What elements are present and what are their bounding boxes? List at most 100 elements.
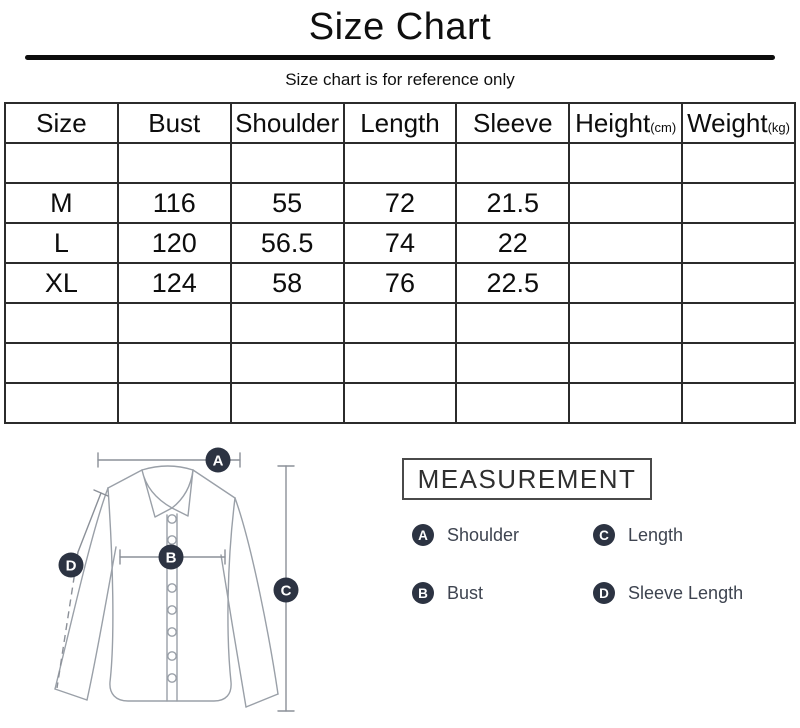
table-row-xl: XL 124 58 76 22.5 <box>4 262 796 304</box>
cell <box>568 342 684 384</box>
marker-b: B <box>158 544 184 570</box>
cell-sleeve: 21.5 <box>455 182 571 224</box>
cell <box>229 142 345 184</box>
marker-d-letter: D <box>66 558 77 575</box>
cell-size: XL <box>4 262 119 304</box>
cell <box>342 342 458 384</box>
legend-item-sleeve-length: D Sleeve Length <box>593 582 743 604</box>
col-header-unit: (kg) <box>767 119 790 135</box>
cell <box>681 382 796 424</box>
legend-label: Bust <box>447 582 484 603</box>
col-header-label: Length <box>360 107 440 138</box>
table-row-empty <box>4 302 796 344</box>
cell <box>4 342 119 384</box>
cell <box>116 302 232 344</box>
table-header-row: Size Bust Shoulder Length Sleeve Height(… <box>4 102 796 144</box>
marker-b-letter: B <box>166 550 177 567</box>
cell <box>4 382 119 424</box>
cell <box>681 342 796 384</box>
cell <box>568 142 684 184</box>
size-table-header: Size Bust Shoulder Length Sleeve Height(… <box>4 102 796 144</box>
marker-a: A <box>205 447 231 473</box>
marker-d-badge: D <box>593 582 615 604</box>
cell-height <box>568 182 684 224</box>
measurement-box-title: MEASUREMENT <box>402 458 652 500</box>
cell-length: 74 <box>342 222 458 264</box>
marker-b-badge: B <box>412 582 434 604</box>
marker-c-badge: C <box>593 524 615 546</box>
legend-label: Sleeve Length <box>628 582 744 603</box>
marker-c: C <box>273 577 299 603</box>
col-header-label: Weight <box>687 107 768 138</box>
cell <box>4 302 119 344</box>
col-header-bust: Bust <box>116 102 232 144</box>
cell <box>568 302 684 344</box>
legend-item-shoulder: A Shoulder <box>412 524 519 546</box>
legend-item-bust: B Bust <box>412 582 483 604</box>
col-header-label: Height <box>575 107 651 138</box>
cell-sleeve: 22 <box>455 222 571 264</box>
cell-weight <box>681 182 796 224</box>
shirt-diagram: A B C D <box>54 447 299 712</box>
cell-length: 72 <box>342 182 458 224</box>
marker-a-badge: A <box>412 524 434 546</box>
cell <box>455 382 571 424</box>
marker-a-letter: A <box>213 453 224 470</box>
col-header-length: Length <box>342 102 458 144</box>
table-row-m: M 116 55 72 21.5 <box>4 182 796 224</box>
col-header-label: Sleeve <box>473 107 553 138</box>
col-header-label: Size <box>36 107 87 138</box>
cell <box>342 382 458 424</box>
title-divider <box>25 55 775 60</box>
marker-d: D <box>58 552 84 578</box>
cell-bust: 116 <box>116 182 232 224</box>
cell-bust: 124 <box>116 262 232 304</box>
cell-sleeve: 22.5 <box>455 262 571 304</box>
page-title: Size Chart <box>308 6 492 48</box>
cell <box>229 382 345 424</box>
legend-label: Shoulder <box>447 524 520 545</box>
shirt-outline-drawing <box>54 465 279 708</box>
cell <box>455 342 571 384</box>
cell-height <box>568 262 684 304</box>
marker-c-letter: C <box>281 583 292 600</box>
size-table-body: M 116 55 72 21.5 L 120 56.5 74 22 XL 124 58 76 22.5 <box>4 142 796 424</box>
table-row-empty <box>4 342 796 384</box>
cell-height <box>568 222 684 264</box>
cell-weight <box>681 222 796 264</box>
table-row-l: L 120 56.5 74 22 <box>4 222 796 264</box>
cell-shoulder: 58 <box>229 262 345 304</box>
cell-size: L <box>4 222 119 264</box>
cell <box>342 142 458 184</box>
cell <box>681 142 796 184</box>
cell-shoulder: 55 <box>229 182 345 224</box>
cell <box>568 382 684 424</box>
cell-size: M <box>4 182 119 224</box>
col-header-sleeve: Sleeve <box>455 102 571 144</box>
cell-shoulder: 56.5 <box>229 222 345 264</box>
col-header-label: Shoulder <box>235 107 340 138</box>
cell <box>229 342 345 384</box>
col-header-height: Height(cm) <box>568 102 684 144</box>
col-header-shoulder: Shoulder <box>229 102 345 144</box>
col-header-size: Size <box>4 102 119 144</box>
cell <box>4 142 119 184</box>
cell <box>116 382 232 424</box>
col-header-weight: Weight(kg) <box>681 102 796 144</box>
table-row-empty <box>4 382 796 424</box>
col-header-label: Bust <box>148 107 201 138</box>
legend-item-length: C Length <box>593 524 683 546</box>
size-table: Size Bust Shoulder Length Sleeve Height(… <box>4 102 796 424</box>
cell-bust: 120 <box>116 222 232 264</box>
cell <box>455 142 571 184</box>
cell <box>229 302 345 344</box>
subtitle: Size chart is for reference only <box>285 70 515 89</box>
cell <box>116 142 232 184</box>
cell <box>681 302 796 344</box>
legend-label: Length <box>628 524 684 545</box>
col-header-unit: (cm) <box>650 119 677 135</box>
cell <box>455 302 571 344</box>
cell-length: 76 <box>342 262 458 304</box>
table-row-empty <box>4 142 796 184</box>
